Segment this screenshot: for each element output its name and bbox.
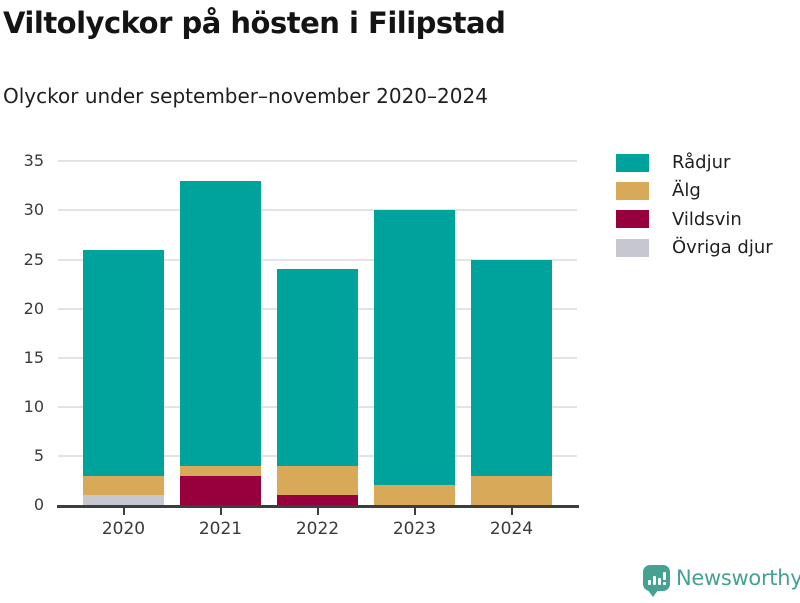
- y-axis-label: 0: [33, 495, 44, 514]
- legend-swatch: [616, 238, 649, 257]
- bar-segment-2020-Rådjur: [83, 249, 164, 476]
- x-axis-tick: [316, 508, 319, 515]
- x-axis-label: 2024: [489, 519, 534, 539]
- legend-swatch: [616, 210, 649, 229]
- bar-segment-2022-Vildsvin: [277, 495, 358, 505]
- x-axis-label: 2021: [198, 519, 243, 539]
- chart-title: Viltolyckor på hösten i Filipstad: [3, 6, 506, 40]
- bar-segment-2022-Älg: [277, 465, 358, 496]
- y-axis-label: 10: [23, 396, 44, 416]
- x-axis-label: 2023: [392, 519, 437, 539]
- bar-segment-2021-Vildsvin: [180, 475, 261, 505]
- legend-label: Övriga djur: [672, 237, 773, 259]
- bar-segment-2021-Rådjur: [180, 180, 261, 466]
- logo-tail: [647, 589, 659, 603]
- chart-subtitle: Olyckor under september–november 2020–20…: [3, 84, 488, 108]
- logo-bar-small: [647, 580, 651, 585]
- logo-exclamation: [662, 572, 666, 585]
- logo-bar-tall: [652, 576, 656, 585]
- bar-segment-2020-Övriga djur: [83, 495, 164, 505]
- legend-item-Rådjur: Rådjur: [616, 152, 731, 173]
- y-axis-label: 5: [33, 445, 44, 465]
- bar-segment-2020-Älg: [83, 475, 164, 496]
- bar-segment-2022-Rådjur: [277, 269, 358, 466]
- bar-segment-2023-Rådjur: [374, 210, 455, 486]
- legend-label: Rådjur: [672, 152, 731, 173]
- newsworthy-wordmark: Newsworthy: [676, 566, 800, 590]
- y-axis-label: 35: [23, 151, 44, 171]
- y-axis-label: 25: [23, 249, 44, 269]
- x-axis-tick: [122, 508, 125, 515]
- x-axis-label: 2022: [295, 519, 340, 539]
- x-axis-line: [57, 505, 579, 508]
- bar-segment-2021-Älg: [180, 465, 261, 476]
- bar-chart-speech-bubble-icon: [643, 565, 670, 591]
- legend-swatch: [616, 153, 649, 172]
- y-axis-label: 20: [23, 298, 44, 318]
- logo-bar-medium: [657, 578, 661, 585]
- y-axis-label: 15: [23, 347, 44, 367]
- x-axis-label: 2020: [101, 519, 146, 539]
- legend-item-Vildsvin: Vildsvin: [616, 208, 742, 230]
- gridline-35: [58, 160, 577, 163]
- legend-label: Vildsvin: [672, 208, 742, 230]
- x-axis-tick: [413, 508, 416, 515]
- gridline-30: [58, 209, 577, 212]
- x-axis-tick: [510, 508, 513, 515]
- y-axis-label: 30: [23, 200, 44, 220]
- gridline-25: [58, 258, 577, 261]
- bar-segment-2023-Älg: [374, 485, 455, 505]
- bar-segment-2024-Älg: [471, 475, 552, 505]
- x-axis-tick: [219, 508, 222, 515]
- legend-item-Älg: Älg: [616, 180, 701, 202]
- bar-segment-2024-Rådjur: [471, 259, 552, 476]
- legend-swatch: [616, 181, 649, 200]
- legend-item-Övriga djur: Övriga djur: [616, 237, 773, 259]
- legend-label: Älg: [672, 180, 701, 202]
